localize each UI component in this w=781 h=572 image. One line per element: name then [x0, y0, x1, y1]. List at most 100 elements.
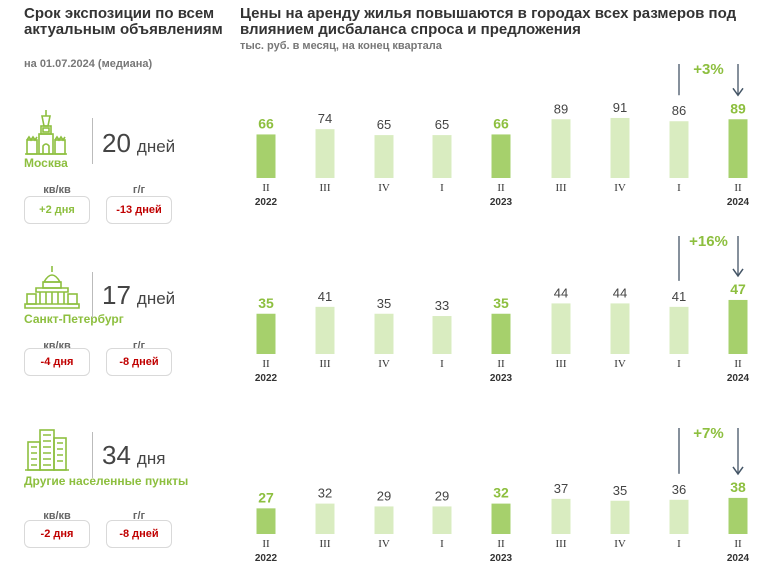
year-label: 2022 — [255, 553, 278, 564]
value-label: 65 — [377, 117, 391, 132]
chart-title: Цены на аренду жилья повышаются в города… — [240, 5, 737, 38]
year-label: 2023 — [490, 373, 513, 384]
quarter-label: I — [440, 182, 444, 194]
value-label: 29 — [435, 488, 449, 503]
quarter-label: IV — [378, 358, 390, 370]
quarter-label: II — [734, 358, 742, 370]
quarter-label: II — [497, 538, 505, 550]
value-label: 32 — [318, 486, 332, 501]
bar — [315, 503, 335, 534]
exposure-days: 20 дней — [102, 128, 176, 158]
yy-change-badge: -8 дней — [106, 348, 172, 376]
bar — [315, 129, 335, 178]
arrow-down-icon — [732, 268, 744, 278]
quarter-label: III — [556, 358, 567, 370]
exposure-days: 17 дней — [102, 280, 176, 310]
kremlin-tower-icon — [25, 110, 67, 155]
year-label: 2024 — [727, 553, 750, 564]
year-label: 2024 — [727, 197, 750, 208]
value-label: 36 — [672, 482, 686, 497]
value-label: 37 — [554, 481, 568, 496]
yy-label: г/г — [132, 184, 146, 196]
bar — [432, 135, 452, 178]
bar — [256, 134, 276, 178]
quarter-label: IV — [614, 358, 626, 370]
bar — [551, 498, 571, 534]
year-label: 2022 — [255, 197, 278, 208]
quarter-label: III — [556, 538, 567, 550]
quarter-label: II — [497, 182, 505, 194]
value-label: 47 — [730, 281, 746, 297]
divider — [92, 118, 93, 164]
value-label: 65 — [435, 117, 449, 132]
value-label: 35 — [493, 295, 509, 311]
quarter-label: III — [320, 538, 331, 550]
yy-change-badge: -8 дней — [106, 520, 172, 548]
bar — [669, 121, 689, 178]
exposure-days: 34 дня — [102, 440, 166, 470]
arrow-down-icon — [732, 87, 744, 97]
value-label: 35 — [258, 295, 274, 311]
divider — [92, 272, 93, 318]
quarter-label: III — [320, 358, 331, 370]
value-label: 35 — [613, 483, 627, 498]
bar — [256, 313, 276, 354]
bar — [551, 303, 571, 354]
bar — [491, 313, 511, 354]
yy-change-badge: -13 дней — [106, 196, 172, 224]
growth-annotation: +3% — [693, 61, 723, 78]
qq-label: кв/кв — [43, 510, 71, 522]
value-label: 35 — [377, 296, 391, 311]
left-panel-title: Срок экспозиции по всем актуальным объяв… — [24, 5, 223, 38]
year-label: 2023 — [490, 553, 513, 564]
value-label: 89 — [730, 100, 746, 116]
value-label: 89 — [554, 101, 568, 116]
bar — [610, 117, 630, 178]
city-name: Санкт-Петербург — [24, 312, 124, 326]
bar — [728, 119, 748, 178]
bar — [432, 506, 452, 534]
quarter-label: III — [320, 182, 331, 194]
bar — [374, 506, 394, 534]
quarter-label: IV — [614, 182, 626, 194]
chart-subtitle: тыс. руб. в месяц, на конец квартала — [240, 40, 442, 52]
quarter-label: II — [262, 182, 270, 194]
bar — [551, 119, 571, 178]
qq-label: кв/кв — [43, 184, 71, 196]
quarter-label: I — [677, 358, 681, 370]
growth-annotation: +16% — [689, 233, 728, 250]
quarter-label: II — [734, 182, 742, 194]
quarter-label: IV — [378, 182, 390, 194]
value-label: 29 — [377, 488, 391, 503]
quarter-label: III — [556, 182, 567, 194]
quarter-label: II — [497, 358, 505, 370]
value-label: 32 — [493, 485, 509, 501]
arrow-down-icon — [732, 466, 744, 476]
quarter-label: IV — [378, 538, 390, 550]
qq-change-badge: -2 дня — [24, 520, 90, 548]
bar — [374, 135, 394, 178]
value-label: 74 — [318, 111, 332, 126]
qq-change-badge: -4 дня — [24, 348, 90, 376]
bar — [610, 303, 630, 354]
value-label: 66 — [258, 115, 274, 131]
bar — [728, 497, 748, 534]
qq-change-badge: +2 дня — [24, 196, 90, 224]
palace-dome-icon — [24, 266, 80, 309]
value-label: 86 — [672, 103, 686, 118]
bar — [432, 316, 452, 354]
quarter-label: I — [677, 538, 681, 550]
left-panel-subtitle: на 01.07.2024 (медиана) — [24, 58, 153, 70]
value-label: 66 — [493, 115, 509, 131]
value-label: 41 — [672, 289, 686, 304]
quarter-label: I — [440, 538, 444, 550]
value-label: 27 — [258, 489, 274, 505]
year-label: 2023 — [490, 197, 513, 208]
quarter-label: II — [262, 358, 270, 370]
qq-label: кв/кв — [43, 340, 71, 352]
bar — [610, 500, 630, 534]
bar — [728, 299, 748, 354]
quarter-label: IV — [614, 538, 626, 550]
value-label: 44 — [613, 285, 627, 300]
city-name: Другие населенные пункты — [24, 474, 189, 488]
